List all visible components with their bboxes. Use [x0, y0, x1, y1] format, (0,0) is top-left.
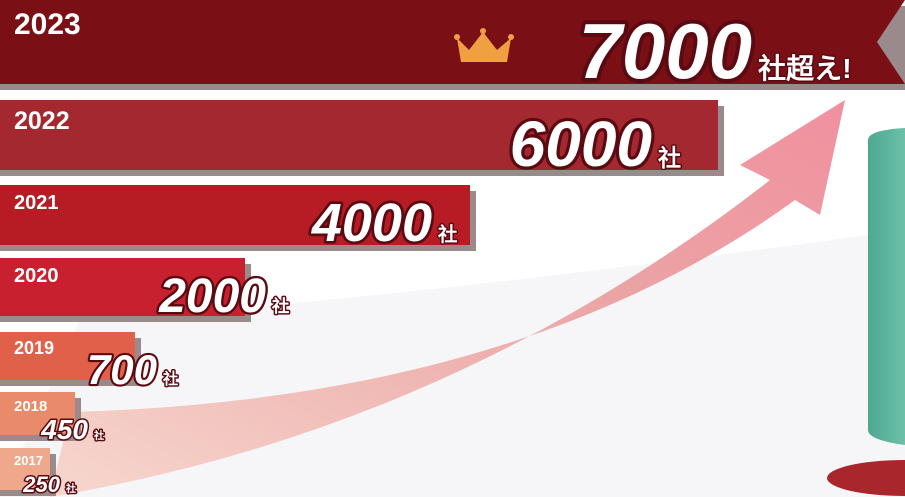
year-label: 2018 [14, 398, 47, 415]
year-label: 2021 [14, 192, 59, 214]
unit-label: 社超え! [758, 53, 852, 84]
infographic: 20237000社超え!20226000社20214000社20202000社2… [0, 0, 905, 497]
unit-label: 社 [658, 145, 681, 171]
unit-label: 社 [271, 296, 289, 316]
count: 700 [87, 346, 157, 393]
year-label: 2017 [14, 453, 43, 468]
cylinder [868, 128, 905, 445]
count: 2000 [158, 270, 266, 323]
count: 7000 [578, 7, 752, 95]
unit-label: 社 [162, 370, 178, 388]
unit-label: 社 [65, 482, 76, 495]
year-label: 2020 [14, 265, 59, 287]
count: 4000 [311, 193, 432, 253]
year-label: 2022 [14, 107, 70, 135]
year-label: 2023 [14, 8, 81, 41]
unit-label: 社 [93, 429, 104, 442]
year-label: 2019 [14, 338, 54, 358]
count: 6000 [510, 108, 652, 180]
count: 450 [40, 414, 88, 445]
unit-label: 社 [437, 223, 458, 246]
count: 250 [22, 472, 60, 497]
